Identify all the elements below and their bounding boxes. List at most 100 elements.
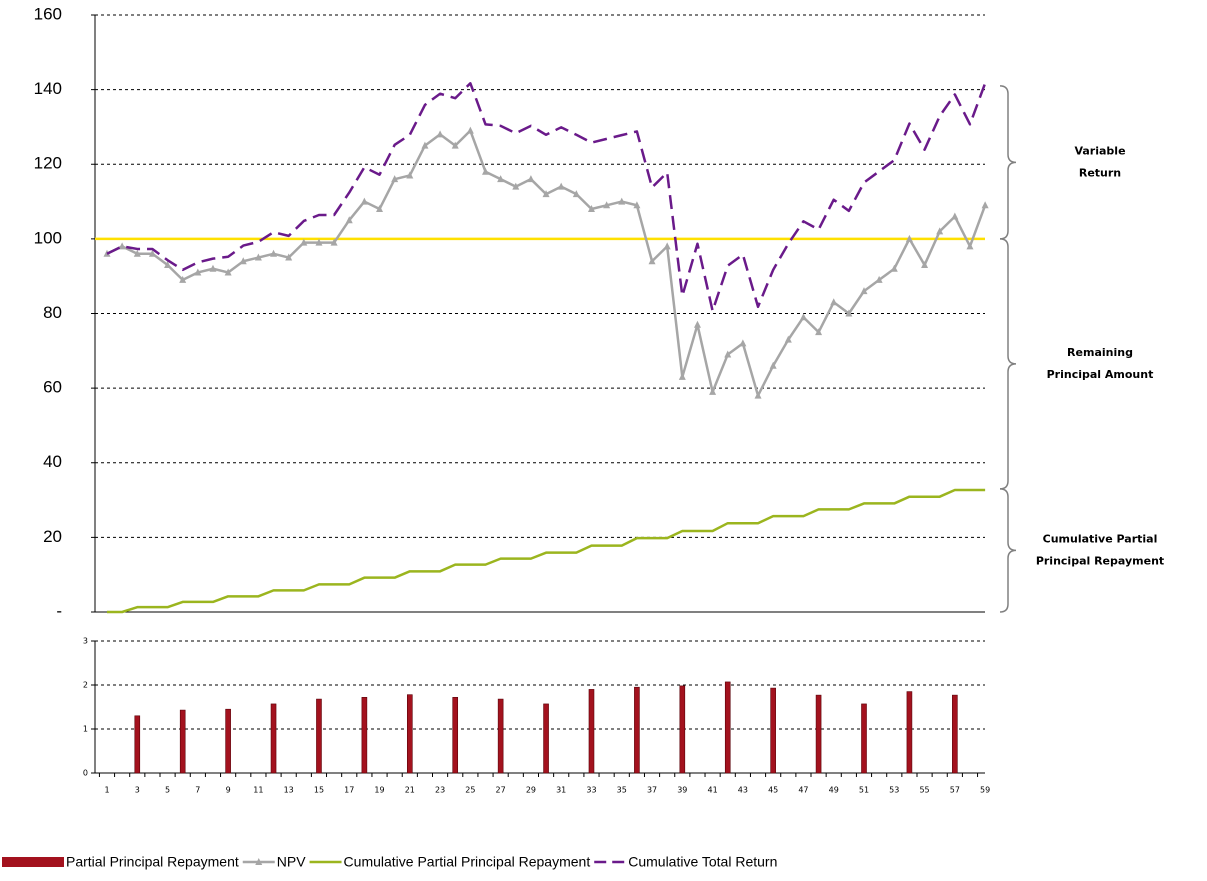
point-marker xyxy=(330,238,338,246)
x-tick-label: 51 xyxy=(859,786,869,795)
bar xyxy=(225,708,231,774)
x-tick-label: 17 xyxy=(344,786,354,795)
point-marker xyxy=(376,205,384,213)
y-tick-label: 80 xyxy=(43,303,62,322)
bar xyxy=(179,709,186,774)
point-marker xyxy=(754,391,762,399)
point-marker xyxy=(981,201,989,209)
y-tick-label: 3 xyxy=(83,637,88,646)
legend-item: Cumulative Total Return xyxy=(594,854,777,870)
point-marker xyxy=(179,275,187,283)
x-tick-label: 3 xyxy=(135,786,140,795)
x-tick-label: 53 xyxy=(889,786,899,795)
bar xyxy=(134,715,141,774)
y-tick-label: - xyxy=(56,601,62,620)
legend-item: NPV xyxy=(242,854,306,870)
point-marker xyxy=(542,190,550,198)
point-marker xyxy=(436,130,444,138)
x-tick-label: 25 xyxy=(465,786,475,795)
point-marker xyxy=(921,260,929,268)
x-tick-label: 45 xyxy=(768,786,778,795)
point-marker xyxy=(678,372,686,380)
x-tick-label: 11 xyxy=(253,786,263,795)
annotation: Cumulative Partial xyxy=(1043,532,1158,545)
point-marker xyxy=(799,313,807,321)
x-tick-label: 43 xyxy=(738,786,748,795)
point-marker xyxy=(905,234,913,242)
x-tick-label: 31 xyxy=(556,786,566,795)
point-marker xyxy=(451,141,459,149)
point-marker xyxy=(512,182,520,190)
y-tick-label: 1 xyxy=(83,725,88,734)
point-marker xyxy=(285,253,293,261)
bar xyxy=(406,694,413,774)
bar xyxy=(270,703,277,774)
point-marker xyxy=(618,197,626,205)
point-marker xyxy=(466,126,474,134)
point-marker xyxy=(360,197,368,205)
bar xyxy=(543,703,549,774)
x-tick-label: 1 xyxy=(104,786,109,795)
point-marker xyxy=(527,175,535,183)
point-marker xyxy=(648,257,656,265)
x-tick-label: 49 xyxy=(829,786,839,795)
point-marker xyxy=(830,298,838,306)
point-marker xyxy=(300,238,308,246)
point-marker xyxy=(557,182,565,190)
x-tick-label: 5 xyxy=(165,786,170,795)
series-line xyxy=(106,82,987,313)
y-tick-label: 160 xyxy=(34,4,62,23)
legend-label: Cumulative Partial Principal Repayment xyxy=(344,854,591,870)
point-marker xyxy=(663,242,671,250)
point-marker xyxy=(421,141,429,149)
x-tick-label: 27 xyxy=(496,786,506,795)
y-tick-label: 140 xyxy=(34,79,62,98)
series-line xyxy=(106,129,987,397)
point-marker xyxy=(860,287,868,295)
point-marker xyxy=(482,167,489,175)
bar xyxy=(497,698,504,774)
legend-item: Partial Principal Repayment xyxy=(2,854,239,870)
x-tick-label: 47 xyxy=(798,786,808,795)
point-marker xyxy=(194,268,202,276)
bar xyxy=(452,697,459,774)
legend-item: Cumulative Partial Principal Repayment xyxy=(309,854,591,870)
point-marker xyxy=(209,264,217,272)
legend-marker xyxy=(255,858,263,865)
point-marker xyxy=(936,227,944,235)
point-marker xyxy=(845,309,853,317)
annotation: Return xyxy=(1079,166,1121,179)
y-tick-label: 2 xyxy=(83,681,88,690)
point-marker xyxy=(633,201,641,209)
y-tick-label: 100 xyxy=(34,228,62,247)
point-marker xyxy=(497,175,505,183)
bar xyxy=(316,698,322,774)
brace xyxy=(999,85,1017,240)
annotation: Principal Amount xyxy=(1047,368,1154,381)
y-tick-label: 20 xyxy=(43,527,62,546)
point-marker xyxy=(951,212,959,220)
x-tick-label: 21 xyxy=(405,786,415,795)
legend-label: Partial Principal Repayment xyxy=(66,854,239,870)
series-line xyxy=(107,488,986,614)
point-marker xyxy=(890,264,898,272)
point-marker xyxy=(603,201,611,209)
point-marker xyxy=(739,339,747,347)
point-marker xyxy=(966,242,974,250)
x-tick-label: 7 xyxy=(195,786,200,795)
point-marker xyxy=(406,171,414,179)
legend-swatch xyxy=(2,857,64,867)
x-tick-label: 37 xyxy=(647,786,657,795)
point-marker xyxy=(875,275,883,283)
x-tick-label: 19 xyxy=(374,786,384,795)
point-marker xyxy=(769,361,777,369)
point-marker xyxy=(784,335,792,343)
annotation: Variable xyxy=(1074,144,1125,157)
y-tick-label: 40 xyxy=(43,452,62,471)
point-marker xyxy=(724,350,732,358)
point-marker xyxy=(709,387,717,395)
point-marker xyxy=(391,175,399,183)
x-tick-label: 41 xyxy=(708,786,718,795)
legend-label: NPV xyxy=(277,854,306,870)
